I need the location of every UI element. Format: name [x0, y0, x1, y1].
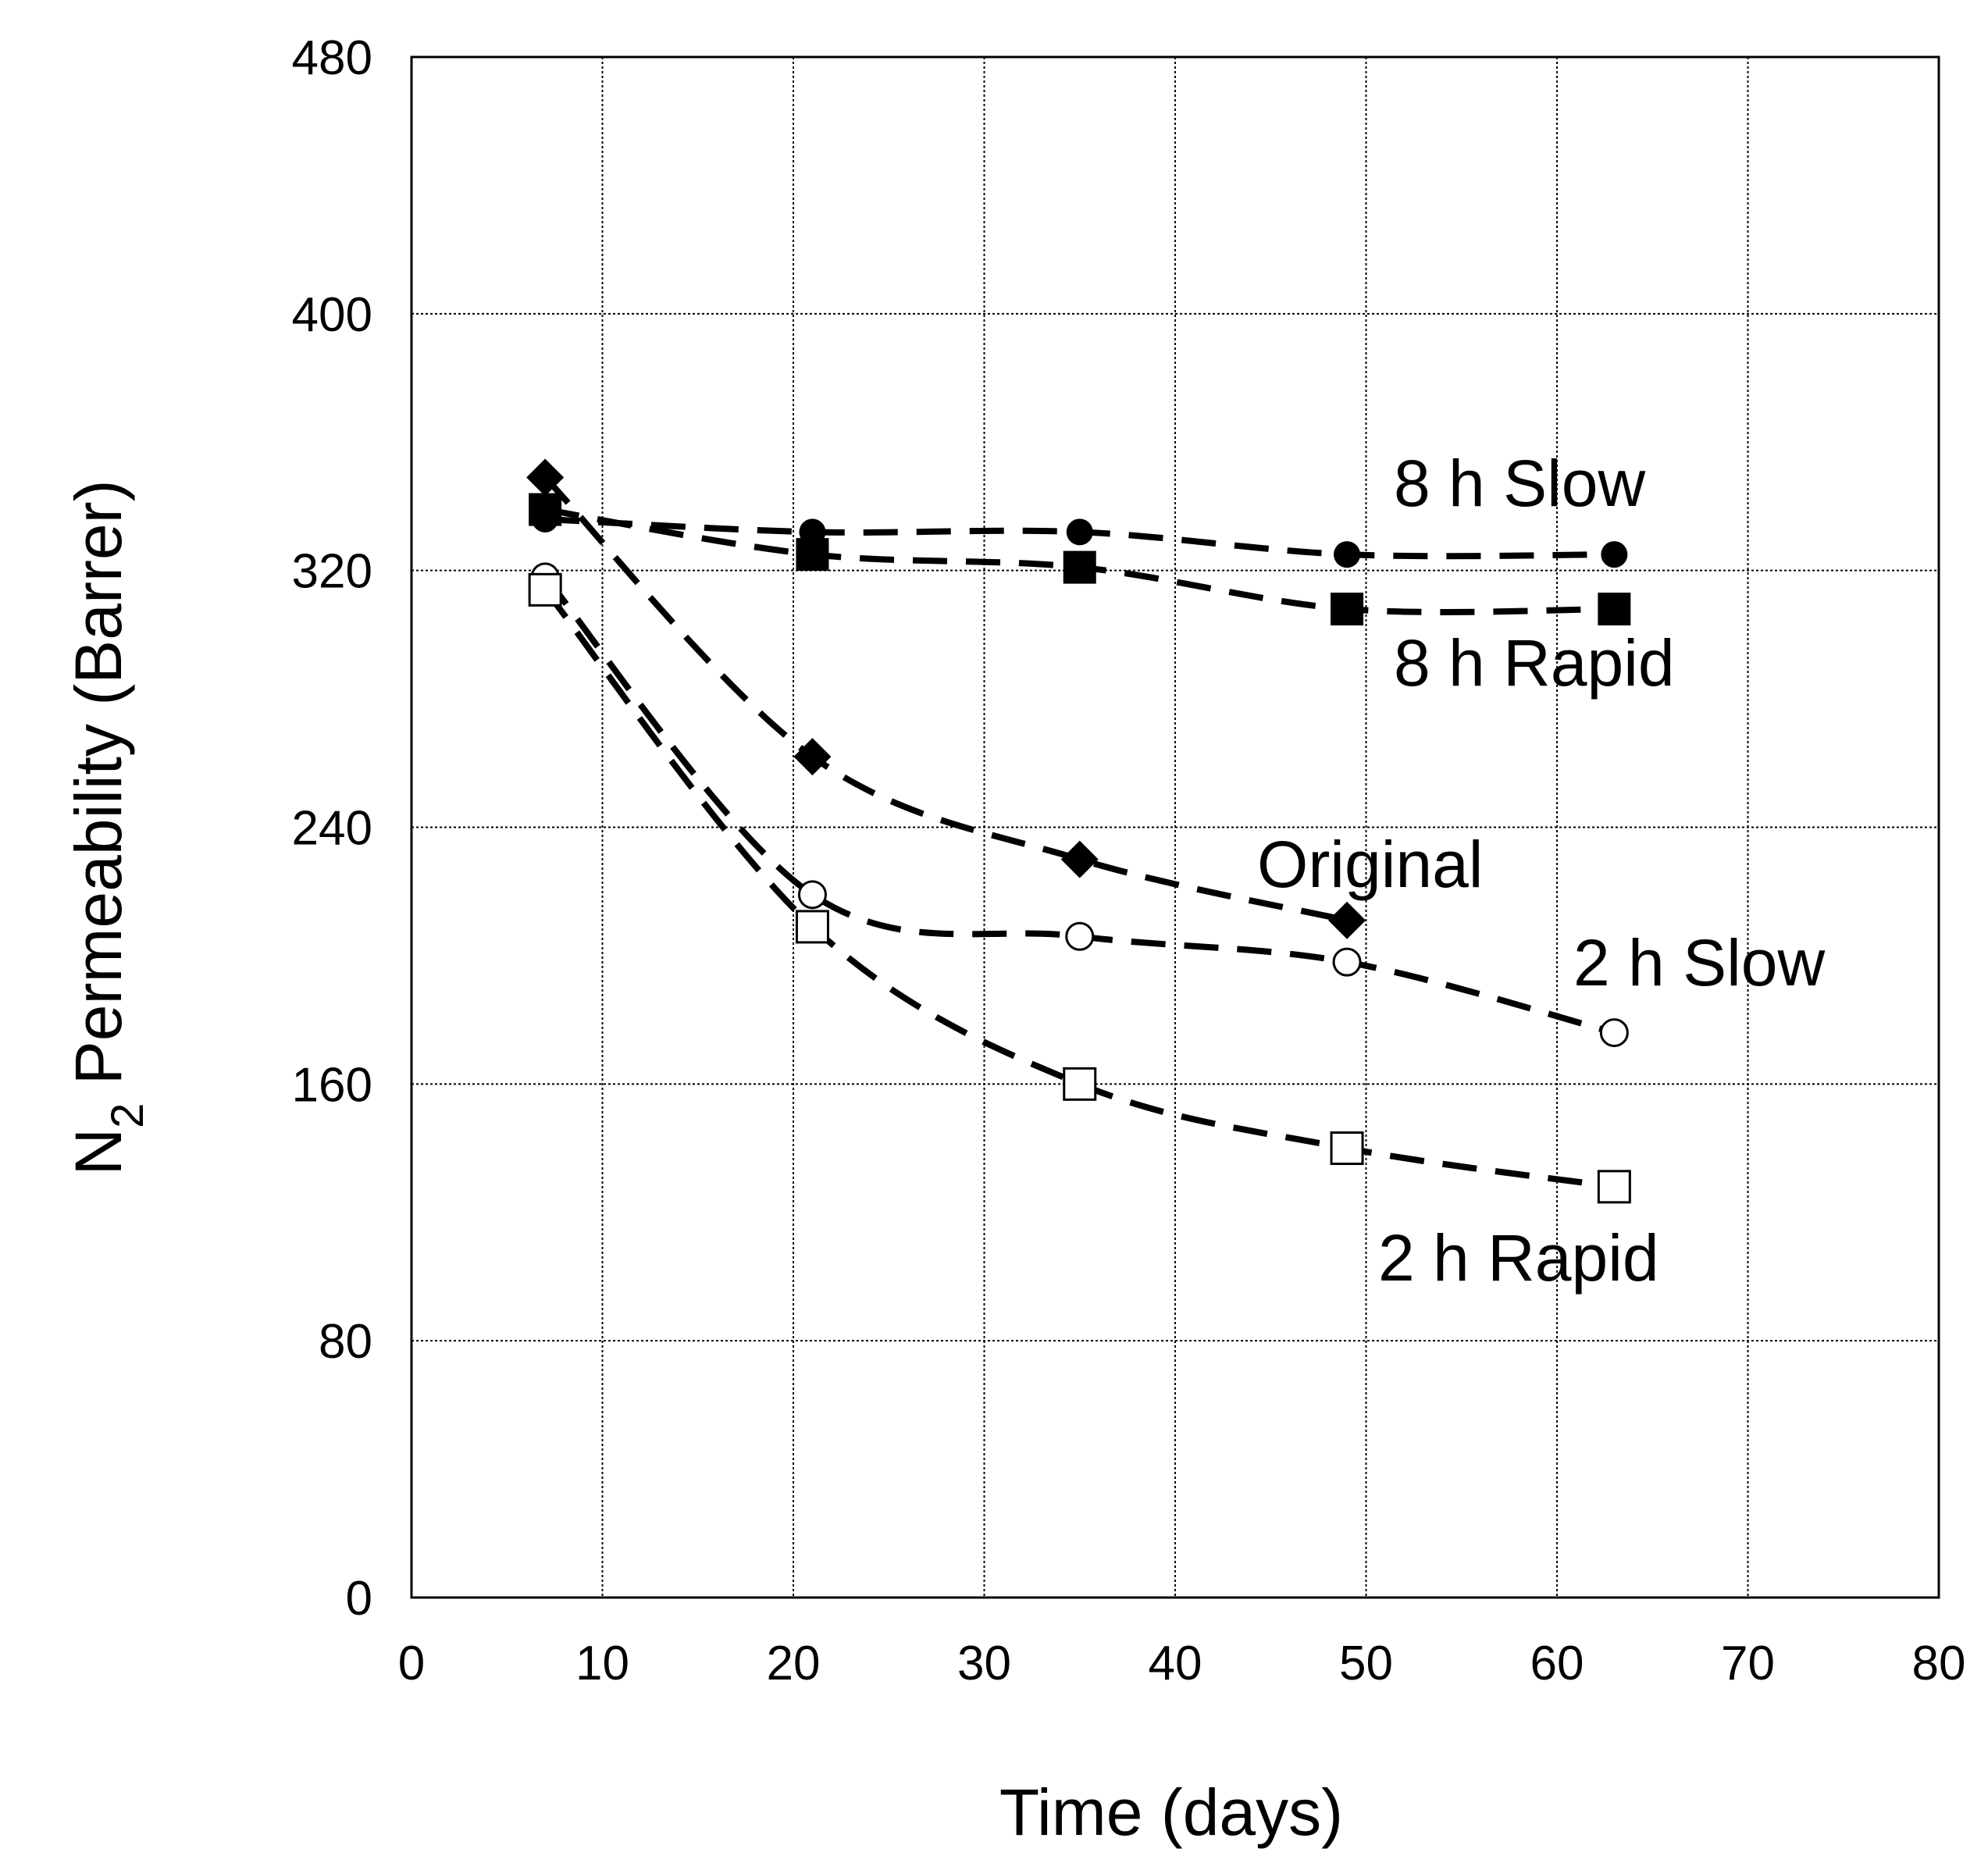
- label-original: Original: [1257, 828, 1483, 901]
- marker-2-h-rapid: [795, 910, 829, 944]
- label-2h-slow: 2 h Slow: [1573, 926, 1826, 999]
- x-tick-label: 60: [1530, 1637, 1584, 1690]
- x-tick-label: 40: [1149, 1637, 1202, 1690]
- label-8h-slow: 8 h Slow: [1394, 447, 1646, 520]
- y-tick-label: 80: [319, 1315, 372, 1369]
- marker-2-h-slow: [1332, 947, 1362, 977]
- grid: [411, 57, 1939, 1598]
- marker-2-h-rapid: [1063, 1067, 1097, 1101]
- y-axis-title-subscript: 2: [102, 1103, 153, 1128]
- y-axis-title: N2 Permeability (Barrer): [62, 479, 153, 1175]
- marker-8-h-rapid: [1331, 592, 1364, 625]
- marker-original: [1060, 840, 1099, 878]
- marker-2-h-rapid: [528, 572, 562, 607]
- marker-original: [793, 738, 832, 776]
- marker-8-h-rapid: [796, 538, 829, 572]
- marker-2-h-rapid: [1597, 1170, 1631, 1204]
- y-tick-label: 160: [292, 1058, 372, 1112]
- x-tick-label: 80: [1912, 1637, 1966, 1690]
- y-tick-label: 320: [292, 545, 372, 599]
- x-tick-label: 50: [1339, 1637, 1393, 1690]
- marker-8-h-rapid: [1063, 550, 1096, 584]
- data-markers: [526, 458, 1631, 1204]
- marker-2-h-slow: [797, 880, 827, 910]
- label-8h-rapid: 8 h Rapid: [1394, 626, 1675, 700]
- x-tick-label: 20: [767, 1637, 821, 1690]
- y-tick-labels: 0 80 160 240 320 400 480: [292, 31, 372, 1626]
- x-tick-label: 30: [957, 1637, 1011, 1690]
- x-tick-labels: 0 10 20 30 40 50 60 70 80: [398, 1637, 1966, 1690]
- y-tick-label: 400: [292, 288, 372, 342]
- marker-original: [1328, 901, 1366, 939]
- marker-2-h-slow: [1065, 921, 1095, 951]
- marker-2-h-rapid: [1330, 1131, 1364, 1166]
- x-tick-label: 70: [1721, 1637, 1775, 1690]
- series-line-2-h-slow: [543, 575, 1616, 1036]
- y-tick-label: 0: [346, 1572, 372, 1626]
- x-tick-label: 0: [398, 1637, 425, 1690]
- y-tick-label: 480: [292, 31, 372, 85]
- y-axis-title-rest: Permeability (Barrer): [62, 479, 135, 1102]
- marker-8-h-slow: [1066, 518, 1093, 546]
- marker-2-h-slow: [1599, 1018, 1629, 1048]
- marker-8-h-slow: [1334, 541, 1361, 568]
- marker-8-h-slow: [1601, 541, 1628, 568]
- series-line-2-h-rapid: [543, 587, 1615, 1190]
- marker-8-h-rapid: [1598, 592, 1631, 625]
- y-axis-title-n: N: [62, 1128, 135, 1176]
- label-2h-rapid: 2 h Rapid: [1378, 1221, 1659, 1295]
- plot-frame: [410, 55, 1940, 1599]
- y-tick-label: 240: [292, 802, 372, 856]
- x-tick-label: 10: [575, 1637, 629, 1690]
- marker-8-h-rapid: [529, 493, 562, 526]
- series-line-original: [543, 475, 1348, 924]
- x-axis-title: Time (days): [999, 1776, 1343, 1849]
- marker-original: [526, 458, 565, 497]
